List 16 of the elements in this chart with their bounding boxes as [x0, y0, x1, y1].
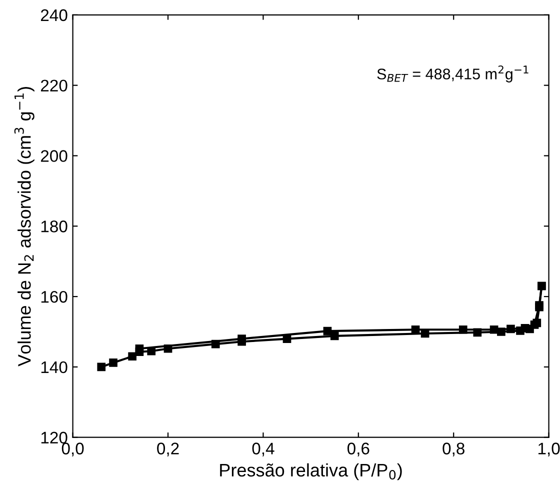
- x-tick-label: 0,2: [157, 442, 179, 456]
- x-tick-label: 0,4: [252, 442, 274, 456]
- y-tick-label: 200: [40, 150, 68, 162]
- x-axis-title: Pressão relativa (P/P$_{0}$): [220, 463, 402, 480]
- x-tick-label: 0,8: [442, 442, 464, 456]
- x-tick-label: 0,0: [62, 442, 84, 456]
- annotation: S$_{BET}$ = 488,415 m$^{2}$g$^{−1}$: [377, 65, 528, 82]
- x-tick-label: 0,6: [347, 442, 370, 456]
- y-axis-title: Volume de N$_{2}$ adsorvido (cm$^{3}$ g$^{−1}$): [14, 86, 34, 366]
- y-tick-label: 160: [41, 290, 68, 303]
- y-tick-label: 140: [41, 361, 68, 374]
- y-tick-label: 220: [40, 80, 68, 92]
- y-tick-label: 180: [41, 220, 68, 232]
- x-tick-label: 1,0: [538, 442, 560, 456]
- y-tick-label: 240: [40, 9, 68, 22]
- y-tick-label: 120: [41, 432, 68, 444]
